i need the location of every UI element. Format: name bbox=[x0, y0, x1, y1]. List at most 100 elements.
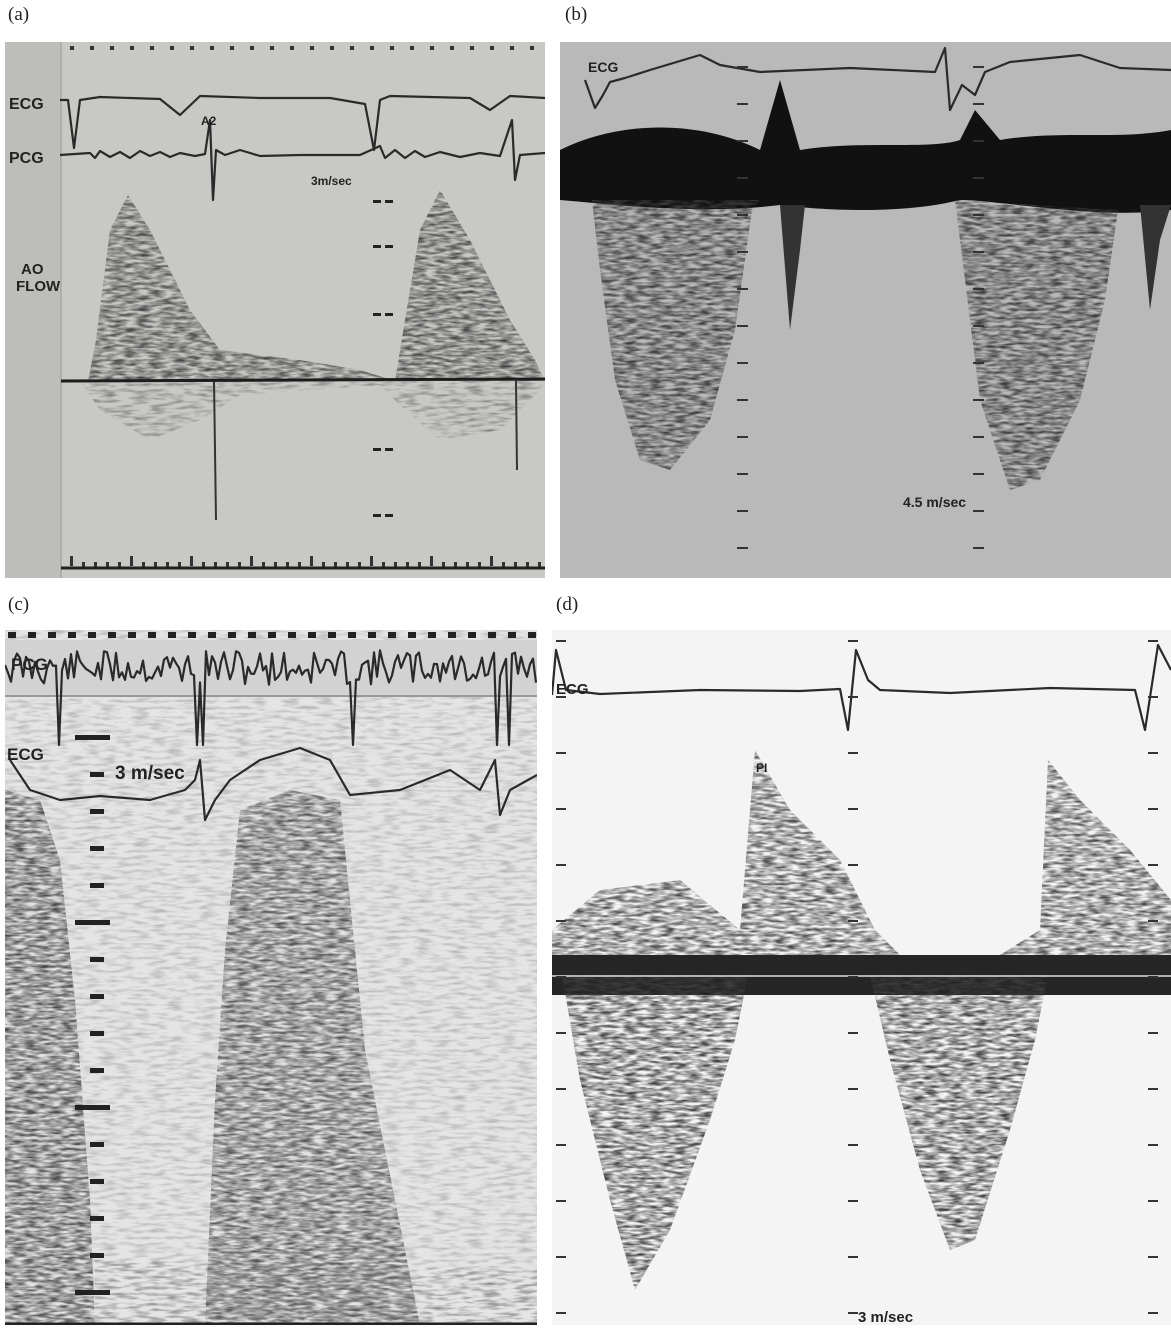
tick bbox=[373, 313, 381, 316]
dot bbox=[94, 562, 97, 567]
tick bbox=[385, 448, 393, 451]
dot bbox=[250, 556, 253, 566]
dot bbox=[468, 632, 476, 638]
tick bbox=[848, 1032, 858, 1034]
dot bbox=[368, 632, 376, 638]
dot bbox=[442, 562, 445, 567]
tick bbox=[75, 920, 110, 925]
dot bbox=[142, 562, 145, 567]
dot bbox=[394, 562, 397, 567]
tick bbox=[90, 1179, 104, 1184]
dot bbox=[310, 46, 314, 50]
dot bbox=[202, 562, 205, 567]
tick bbox=[90, 772, 104, 777]
flow-label: FLOW bbox=[16, 278, 61, 295]
tick bbox=[556, 920, 566, 922]
dot bbox=[106, 562, 109, 567]
tick bbox=[373, 514, 381, 517]
tick bbox=[973, 473, 984, 475]
tick bbox=[1148, 1200, 1158, 1202]
scale-ticks bbox=[75, 735, 110, 1295]
baseline bbox=[60, 377, 545, 383]
tick bbox=[737, 177, 748, 179]
dot bbox=[490, 556, 493, 566]
tick bbox=[556, 640, 566, 642]
dot bbox=[118, 562, 121, 567]
tick bbox=[90, 994, 104, 999]
pcg-trace bbox=[5, 649, 537, 747]
tick bbox=[973, 251, 984, 253]
flow-spike bbox=[780, 205, 805, 330]
tick bbox=[1148, 696, 1158, 698]
dot bbox=[248, 632, 256, 638]
tick bbox=[385, 313, 393, 316]
pcg-label: PCG bbox=[11, 655, 48, 674]
panel-d: ECG PI 3 m/sec bbox=[552, 630, 1171, 1326]
dot bbox=[488, 632, 496, 638]
tick bbox=[556, 1144, 566, 1146]
scale-ticks bbox=[737, 66, 984, 549]
dot bbox=[28, 632, 36, 638]
dot bbox=[188, 632, 196, 638]
tick bbox=[90, 957, 104, 962]
tick bbox=[973, 399, 984, 401]
tick bbox=[1148, 1144, 1158, 1146]
dot bbox=[450, 46, 454, 50]
tick bbox=[848, 920, 858, 922]
tick bbox=[75, 1105, 110, 1110]
dot bbox=[430, 46, 434, 50]
tick bbox=[90, 1142, 104, 1147]
tick bbox=[90, 1253, 104, 1258]
dot bbox=[428, 632, 436, 638]
dot bbox=[348, 632, 356, 638]
dot bbox=[448, 632, 456, 638]
tick bbox=[848, 640, 858, 642]
tick bbox=[737, 288, 748, 290]
dot bbox=[70, 556, 73, 566]
tick bbox=[90, 1068, 104, 1073]
panel-label: (c) bbox=[8, 594, 29, 615]
tick bbox=[556, 1200, 566, 1202]
panel-a: ECG PCG A2 3m/sec AO FLOW bbox=[5, 42, 545, 578]
dot bbox=[408, 632, 416, 638]
tick bbox=[1148, 808, 1158, 810]
dot bbox=[170, 46, 174, 50]
tick bbox=[1148, 1088, 1158, 1090]
pi-label: PI bbox=[756, 761, 767, 775]
dot bbox=[8, 632, 16, 638]
dot bbox=[470, 46, 474, 50]
flow-reverse bbox=[80, 381, 545, 440]
dot bbox=[110, 46, 114, 50]
dot bbox=[250, 46, 254, 50]
pcg-trace bbox=[59, 118, 545, 202]
dot bbox=[310, 556, 313, 566]
tick bbox=[1148, 920, 1158, 922]
dot bbox=[308, 632, 316, 638]
tick bbox=[385, 200, 393, 203]
dot bbox=[350, 46, 354, 50]
dot bbox=[70, 46, 74, 50]
dot bbox=[290, 46, 294, 50]
tick bbox=[973, 66, 984, 68]
tick bbox=[373, 448, 381, 451]
tick bbox=[848, 1144, 858, 1146]
tick bbox=[848, 1312, 858, 1314]
dot bbox=[370, 556, 373, 566]
flow-envelope bbox=[552, 750, 1171, 975]
tick bbox=[90, 846, 104, 851]
dot bbox=[502, 562, 505, 567]
tick bbox=[1148, 1032, 1158, 1034]
flow-envelope bbox=[88, 195, 395, 381]
panel-label: (a) bbox=[8, 4, 29, 25]
spike bbox=[515, 380, 518, 471]
dot bbox=[286, 562, 289, 567]
tick bbox=[556, 1312, 566, 1314]
dot bbox=[390, 46, 394, 50]
scale-label: 3 m/sec bbox=[858, 1309, 913, 1326]
tick bbox=[75, 1290, 110, 1295]
dot bbox=[226, 562, 229, 567]
flow-envelope bbox=[562, 975, 748, 1290]
pcg-label: PCG bbox=[9, 150, 44, 167]
tick bbox=[1148, 1256, 1158, 1258]
